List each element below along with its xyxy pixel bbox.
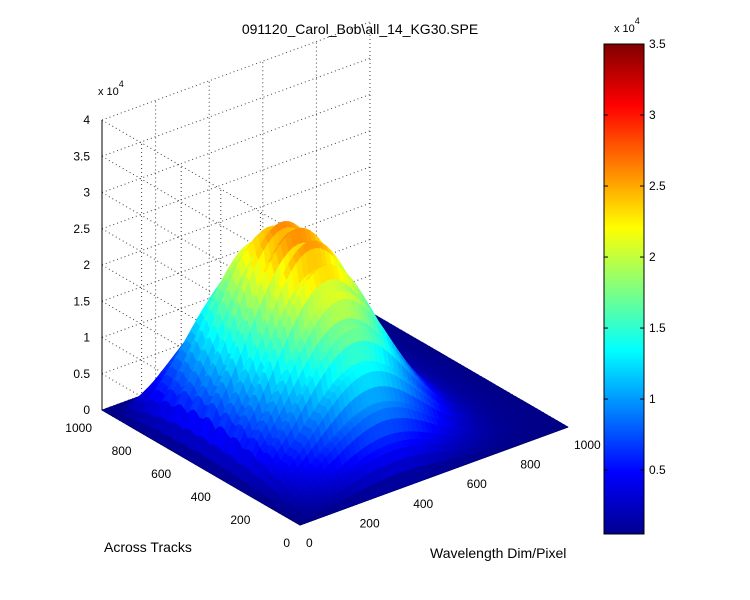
z-tick-label: 3.5 (73, 149, 90, 163)
z-tick-label: 2.5 (73, 222, 90, 236)
z-tick-label: 2 (83, 258, 90, 272)
z-tick-label: 1.5 (73, 294, 90, 308)
grid-line (101, 119, 301, 236)
x-tick-label: 0 (306, 536, 313, 550)
y-tick-label: 800 (112, 444, 132, 458)
colorbar-gradient (604, 44, 644, 534)
colorbar-tick-label: 2.5 (649, 179, 666, 193)
x-tick-label: 1000 (574, 438, 601, 452)
z-tick-labels: 0 0.5 1 1.5 2 2.5 3 3.5 4 (73, 113, 90, 417)
colorbar-exponent-label: x 104 (614, 16, 640, 35)
grid-line (101, 130, 371, 230)
y-tick-label: 600 (151, 467, 171, 481)
x-axis-label: Wavelength Dim/Pixel (430, 545, 566, 561)
colorbar-tick-label: 3 (649, 108, 656, 122)
y-tick-label: 0 (283, 536, 290, 550)
z-tick-label: 4 (83, 113, 90, 127)
colorbar: 0.5 1 1.5 2 2.5 3 3.5 x 104 (603, 16, 666, 535)
z-tick-label: 1 (83, 331, 90, 345)
colorbar-frame (603, 43, 645, 535)
y-axis-label: Across Tracks (104, 539, 192, 555)
z-tick-label: 3 (83, 186, 90, 200)
axes-3d: 0 0.5 1 1.5 2 2.5 3 3.5 4 0 200 400 600 800 1000 0 200… (65, 21, 601, 550)
grid-line (101, 57, 371, 157)
y-tick-label: 400 (191, 490, 211, 504)
colorbar-tick-label: 1 (649, 392, 656, 406)
z-exponent-label: x 104 (98, 79, 124, 98)
colorbar-tick-label: 1.5 (649, 321, 666, 335)
z-tick-label: 0.5 (73, 367, 90, 381)
x-tick-label: 400 (413, 497, 433, 511)
grid-line (101, 94, 371, 193)
y-tick-label: 200 (230, 513, 250, 527)
x-tick-labels: 0 200 400 600 800 1000 (306, 438, 601, 550)
y-tick-labels: 0 200 400 600 800 1000 (65, 421, 290, 550)
colorbar-tick-label: 0.5 (649, 463, 666, 477)
surface-plot (101, 220, 569, 526)
colorbar-tick-label: 2 (649, 250, 656, 264)
surface-patch (559, 424, 569, 430)
colorbar-tick-label: 3.5 (649, 37, 666, 51)
colorbar-ticks: 0.5 1 1.5 2 2.5 3 3.5 (604, 37, 666, 477)
chart-title: 091120_Carol_Bob\all_14_KG30.SPE (242, 21, 478, 37)
z-tick-label: 0 (83, 403, 90, 417)
y-tick-label: 1000 (65, 421, 92, 435)
x-tick-label: 800 (520, 458, 540, 472)
x-tick-label: 600 (467, 477, 487, 491)
x-tick-label: 200 (360, 516, 380, 530)
